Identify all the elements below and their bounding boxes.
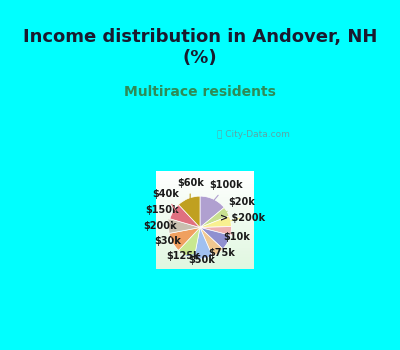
Wedge shape <box>194 228 212 259</box>
Text: $60k: $60k <box>177 178 204 200</box>
Wedge shape <box>200 228 223 256</box>
Wedge shape <box>200 226 231 235</box>
Wedge shape <box>178 228 200 258</box>
Text: $100k: $100k <box>210 180 243 201</box>
Text: $40k: $40k <box>152 189 179 211</box>
Text: ⓘ City-Data.com: ⓘ City-Data.com <box>218 130 290 139</box>
Text: Multirace residents: Multirace residents <box>124 85 276 99</box>
Text: Income distribution in Andover, NH
(%): Income distribution in Andover, NH (%) <box>23 28 377 67</box>
Text: $75k: $75k <box>208 240 235 258</box>
Text: $125k: $125k <box>166 251 200 261</box>
Text: $150k: $150k <box>145 205 178 224</box>
Text: $10k: $10k <box>223 232 250 242</box>
Text: $200k: $200k <box>143 220 177 238</box>
Wedge shape <box>169 228 200 250</box>
Text: $20k: $20k <box>225 197 256 212</box>
Text: $30k: $30k <box>154 236 188 251</box>
Wedge shape <box>170 205 200 228</box>
Wedge shape <box>178 196 200 228</box>
Wedge shape <box>200 208 229 228</box>
Wedge shape <box>169 219 200 233</box>
Wedge shape <box>200 196 224 228</box>
Wedge shape <box>200 216 231 228</box>
Text: > $200k: > $200k <box>220 213 265 223</box>
Text: $50k: $50k <box>188 249 215 265</box>
Wedge shape <box>200 228 230 249</box>
